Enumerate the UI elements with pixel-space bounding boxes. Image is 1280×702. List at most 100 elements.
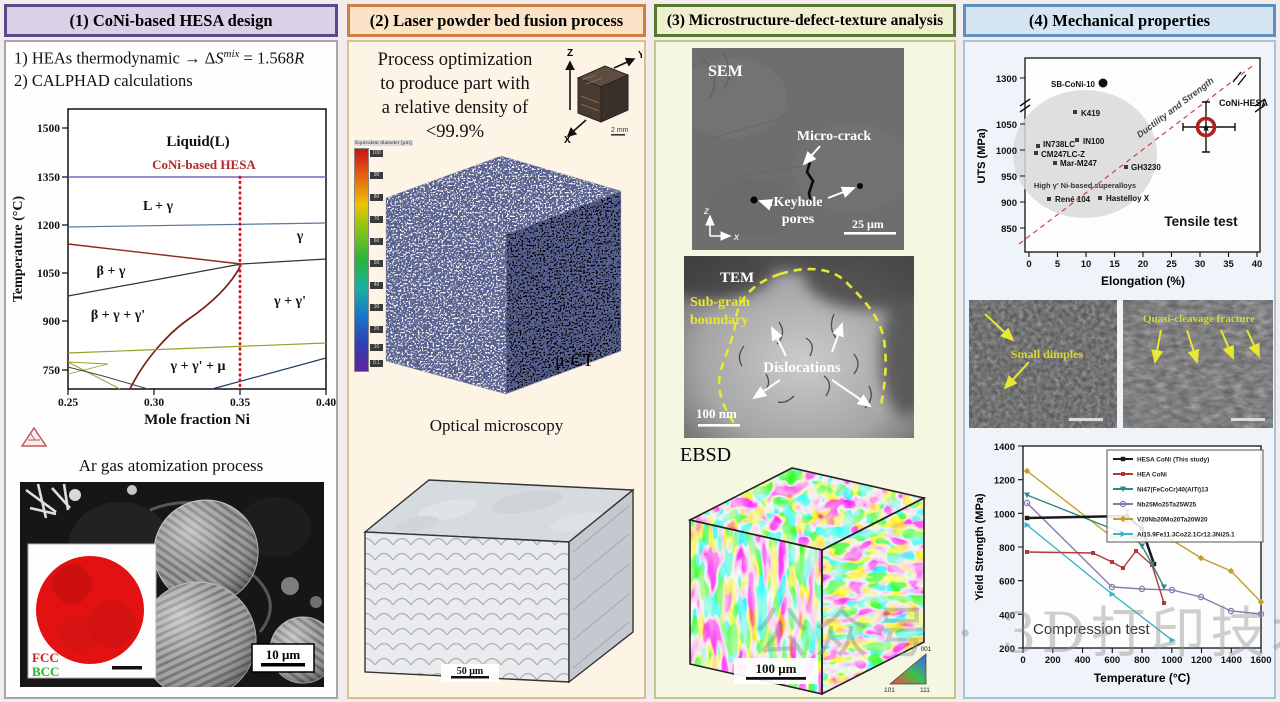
- xtick: 0: [1020, 655, 1025, 666]
- region-gamma-gammap-mu: γ + γ' + μ: [170, 359, 226, 374]
- xtick: 600: [1104, 655, 1120, 666]
- tem-image: TEM Sub-grain boundary Dislocations 100 …: [684, 256, 914, 438]
- colorbar-title: Equivalent diameter [μm]: [354, 140, 413, 146]
- axis-x-label: x: [733, 232, 740, 243]
- cube-scale-label: 2 mm: [611, 127, 629, 134]
- axis-ticks: [1018, 445, 1262, 653]
- ytick: 1500: [37, 123, 60, 135]
- phase-diagram: 1500 1350 1200 1050 900 750 0.25 0.30 0.…: [11, 108, 336, 447]
- colorbar-tick: 80: [370, 194, 383, 201]
- svg-text:100 μm: 100 μm: [756, 661, 797, 676]
- axis-ticks: [62, 127, 327, 395]
- fcc-label: FCC: [32, 650, 59, 665]
- panel-2-body: Process optimization to produce part wit…: [347, 40, 646, 699]
- y-axis-label: UTS (MPa): [976, 128, 988, 183]
- tem-scale-label: 100 nm: [696, 406, 737, 421]
- ytick: 600: [999, 577, 1015, 588]
- ipf-001: 001: [921, 646, 932, 653]
- point-label: IN738LC: [1043, 140, 1075, 149]
- colorbar-tick: 50: [370, 260, 383, 267]
- xtick: 1000: [1161, 655, 1182, 666]
- ipf-101: 101: [884, 687, 895, 694]
- legend-item: HEA CoNi: [1137, 472, 1167, 479]
- keyhole-pore: [857, 183, 863, 189]
- colorbar-tick: 20: [370, 326, 383, 333]
- zx-axes: z x: [703, 206, 740, 243]
- legend-item: Al15.9Fe11.3Co22.1Cr12.3Ni25.1: [1137, 532, 1235, 539]
- micro-crack-feature: [805, 161, 815, 205]
- ytick: 1400: [994, 442, 1015, 453]
- cube-side: [600, 74, 629, 123]
- process-notes: Process optimization to produce part wit…: [377, 50, 533, 143]
- colorbar-tick: 30: [370, 304, 383, 311]
- cleavage-arrows: [1151, 329, 1260, 364]
- panel-3-body: SEM Micro-crack Keyhole pores 25 μm z x: [654, 40, 956, 699]
- xtick: 25: [1166, 259, 1177, 270]
- xtick: 30: [1195, 259, 1206, 270]
- uct-label: μ-CT: [555, 350, 594, 370]
- legend-item: V20Nb20Mo20Ta20W20: [1137, 517, 1208, 524]
- y-axis-label: Yield Strength (MPa): [974, 493, 986, 600]
- ytick: 1200: [994, 476, 1015, 487]
- colorbar-tick: 100: [370, 150, 383, 157]
- dimples-label: Small dimples: [1011, 347, 1084, 361]
- panel-1-header: (1) CoNi-based HESA design: [4, 4, 338, 37]
- ytick: 1050: [996, 120, 1017, 131]
- axis-break-marks: [1019, 71, 1266, 113]
- sem-scale-label: 25 μm: [852, 217, 884, 231]
- tem-label: TEM: [720, 270, 754, 286]
- keyhole-label-2: pores: [782, 212, 815, 227]
- xtick: 10: [1081, 259, 1092, 270]
- ebsd-phase-inset: FCC BCC: [27, 543, 157, 679]
- subgrain-label-2: boundary: [690, 313, 748, 328]
- point-label: GH3230: [1131, 163, 1161, 172]
- colorbar-tick: 60: [370, 238, 383, 245]
- ytick: 400: [999, 610, 1015, 621]
- ebsd-label: EBSD: [680, 444, 732, 466]
- microcrack-label: Micro-crack: [797, 129, 872, 144]
- ytick: 850: [1001, 224, 1017, 235]
- region-beta-gamma-gammap: β + γ + γ': [91, 308, 145, 323]
- panel-1-hesa-design: (1) CoNi-based HESA design 1) HEAs therm…: [2, 2, 340, 699]
- subgrain-boundary-line: [717, 267, 887, 427]
- xtick: 0: [1026, 259, 1031, 270]
- keyhole-pore: [750, 196, 758, 204]
- alloy-markers: [1034, 78, 1128, 201]
- powder-sem-image: FCC BCC 10 μm: [20, 482, 324, 687]
- panel-3-header: (3) Microstructure-defect-texture analys…: [654, 4, 956, 37]
- dimple-arrows: [984, 313, 1030, 390]
- dislocation-arrows: [752, 322, 872, 408]
- scalebar: [1069, 418, 1103, 421]
- point-label: Mar-M247: [1060, 159, 1097, 168]
- region-liquid: Liquid(L): [166, 134, 229, 150]
- axis-z-label: Z: [567, 48, 573, 59]
- fracture-image-dimples: Small dimples: [969, 300, 1117, 428]
- ipf-111: 111: [920, 687, 930, 694]
- ytick: 950: [1001, 172, 1017, 183]
- ytick: 1300: [996, 74, 1017, 85]
- region-beta-gamma: β + γ: [97, 264, 126, 279]
- xtick: 15: [1109, 259, 1120, 270]
- ytick: 1350: [37, 172, 60, 184]
- printed-cube-diagram: Z Y X 2 mm: [564, 48, 642, 144]
- xtick: 1400: [1221, 655, 1242, 666]
- ebsd-scalebar: 100 μm: [734, 658, 818, 684]
- panel-2-header: (2) Laser powder bed fusion process: [347, 4, 646, 37]
- thermocalc-triangle-icon: [20, 426, 48, 447]
- uct-volume-image: [384, 155, 623, 395]
- point-label: IN100: [1083, 137, 1105, 146]
- coni-hesa-point: ★: [1182, 101, 1236, 153]
- xtick: 40: [1252, 259, 1263, 270]
- xtick: 0.35: [230, 397, 250, 409]
- tensile-corner-label: Tensile test: [1164, 214, 1238, 229]
- xtick: 0.30: [144, 397, 164, 409]
- sem-defect-image: SEM Micro-crack Keyhole pores 25 μm z x: [692, 48, 904, 250]
- region-gamma-gammap: γ + γ': [273, 294, 306, 309]
- panel-1-body: 1) HEAs thermodynamic → ΔSmix = 1.568R 2…: [4, 40, 338, 699]
- colorbar-tick: 0.1: [370, 360, 383, 367]
- note-thermodynamic: 1) HEAs thermodynamic → ΔSmix = 1.568R: [14, 48, 305, 68]
- colorbar-tick: 70: [370, 216, 383, 223]
- ytick: 1000: [996, 146, 1017, 157]
- ipf-triangle-legend: 001 101 111: [884, 646, 932, 694]
